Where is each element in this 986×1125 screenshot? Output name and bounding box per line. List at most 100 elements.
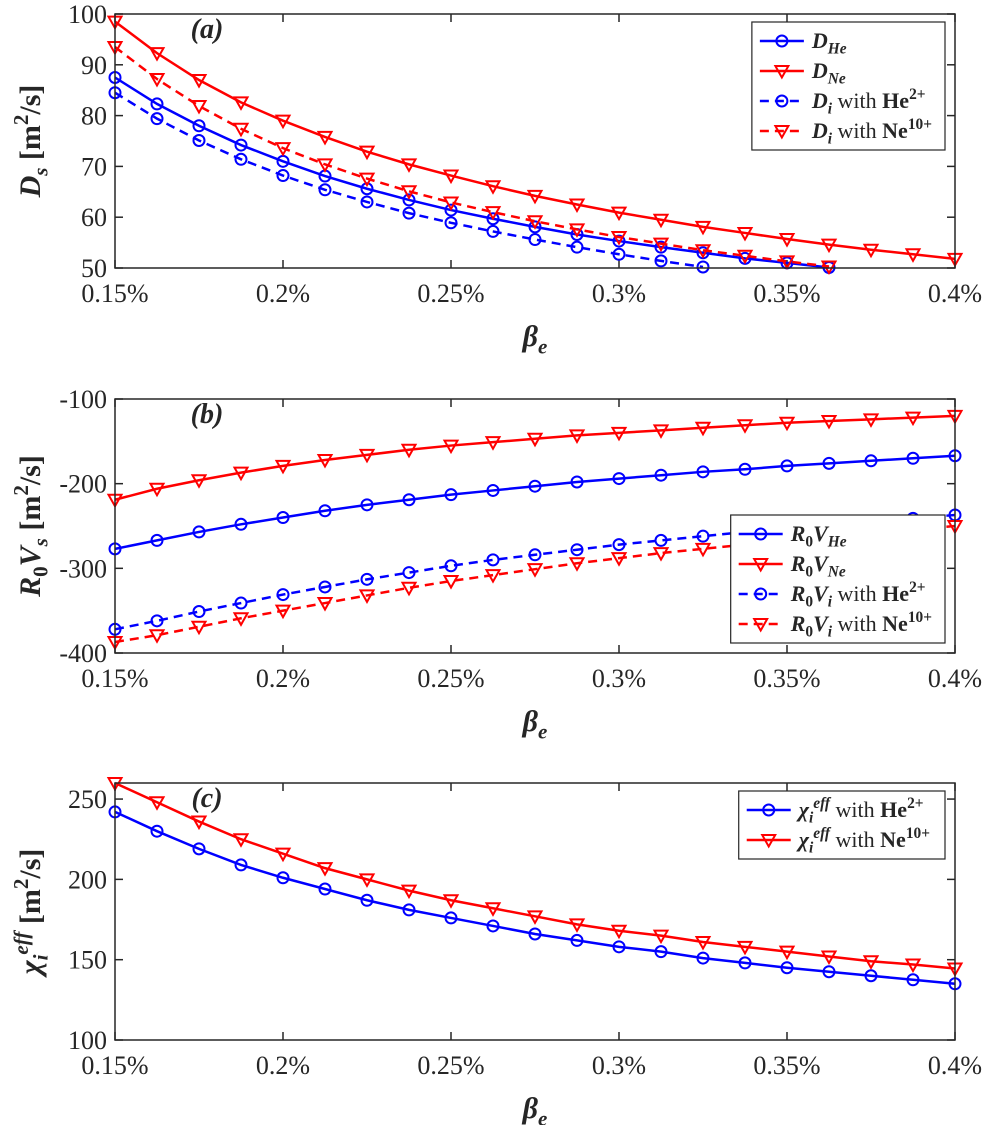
marker	[150, 614, 164, 628]
text-part: i	[828, 101, 833, 118]
text-part: e	[538, 1107, 547, 1125]
marker	[358, 172, 376, 188]
marker	[778, 233, 796, 248]
y-tick-label: 90	[81, 51, 107, 80]
marker	[736, 226, 754, 242]
marker	[148, 629, 166, 644]
marker	[400, 158, 418, 173]
y-tick-label: 250	[68, 785, 107, 814]
panel-title: (c)	[191, 783, 222, 814]
marker	[234, 517, 248, 531]
marker	[402, 903, 416, 917]
x-tick-label: 0.4%	[928, 279, 982, 308]
series-line	[114, 454, 956, 551]
text-part: 2+	[907, 795, 923, 812]
marker	[360, 893, 374, 907]
marker	[696, 951, 710, 965]
marker	[234, 138, 248, 152]
panel-title: (b)	[191, 399, 224, 430]
x-tick-label: 0.2%	[256, 1051, 310, 1080]
marker	[778, 416, 796, 432]
marker	[528, 233, 542, 247]
marker	[906, 973, 920, 987]
marker	[654, 240, 668, 254]
text-part: Ne	[827, 564, 846, 581]
x-tick-label: 0.35%	[753, 1051, 820, 1080]
y-axis-label: χieff [m2/s]	[9, 849, 53, 979]
marker	[570, 543, 584, 557]
marker	[150, 533, 164, 547]
marker	[864, 454, 878, 468]
marker	[610, 231, 628, 246]
marker	[486, 212, 500, 226]
marker	[274, 604, 292, 620]
marker	[528, 220, 542, 234]
marker	[652, 424, 670, 439]
marker	[822, 456, 836, 470]
marker	[612, 472, 626, 486]
marker	[568, 557, 586, 572]
text-part: i	[828, 131, 833, 148]
marker	[444, 216, 458, 230]
marker	[234, 858, 248, 872]
text-part: 2	[9, 115, 33, 126]
legend-marker	[754, 587, 768, 601]
y-axis-label: R0Vs [m2/s]	[9, 455, 53, 598]
legend-label: R0VHe	[790, 521, 847, 551]
text-part: 2	[9, 485, 33, 496]
marker	[738, 956, 752, 970]
marker	[400, 884, 418, 900]
marker	[528, 548, 542, 562]
marker	[654, 468, 668, 482]
text-part: i	[809, 840, 814, 857]
panel: 0.15% 0.2% 0.25% 0.3% 0.35% 0.4% 50 60 70 80 90 100…	[9, 0, 982, 359]
x-tick-label: 0.2%	[256, 279, 310, 308]
marker	[820, 950, 838, 966]
text-part: Ne	[827, 71, 846, 88]
y-axis-label: Ds [m2/s]	[9, 85, 53, 199]
marker	[316, 862, 334, 877]
x-tick-label: 0.35%	[753, 664, 820, 693]
marker	[904, 248, 922, 263]
y-tick-label: -400	[59, 639, 107, 668]
text-part: V	[813, 551, 830, 576]
legend-label: Di with Ne10+	[811, 116, 932, 147]
marker	[358, 448, 376, 464]
marker	[232, 96, 250, 111]
y-tick-label: 100	[68, 0, 107, 29]
marker	[318, 504, 332, 518]
legend-label: Di with He2+	[811, 86, 926, 117]
legend-label: χieff with Ne10+	[796, 825, 930, 856]
text-part: eff	[813, 825, 832, 842]
marker	[612, 247, 626, 261]
marker	[780, 961, 794, 975]
text-part: /s]	[14, 455, 47, 486]
marker	[484, 436, 502, 451]
marker	[736, 940, 754, 956]
marker	[274, 459, 292, 475]
legend-marker	[762, 803, 776, 817]
marker	[150, 112, 164, 126]
series-line	[114, 91, 704, 269]
text-part: with	[832, 611, 882, 636]
marker	[402, 206, 416, 220]
x-axis-label: βe	[522, 705, 548, 744]
marker	[444, 911, 458, 925]
marker	[526, 432, 544, 448]
text-part: /s]	[14, 85, 47, 116]
marker	[652, 237, 670, 253]
legend-marker	[775, 94, 789, 108]
text-part: eff	[813, 795, 832, 812]
text-part: χ	[796, 827, 810, 852]
legend-label: R0Vi with He2+	[790, 579, 926, 610]
x-tick-label: 0.15%	[81, 279, 148, 308]
text-part: D	[811, 28, 828, 53]
text-part: 0	[805, 564, 813, 581]
text-part: β	[522, 1092, 539, 1125]
marker	[190, 815, 208, 831]
x-tick-label: 0.3%	[592, 279, 646, 308]
text-part: Ne	[882, 118, 908, 143]
marker	[400, 443, 418, 459]
text-part: D	[14, 176, 47, 199]
